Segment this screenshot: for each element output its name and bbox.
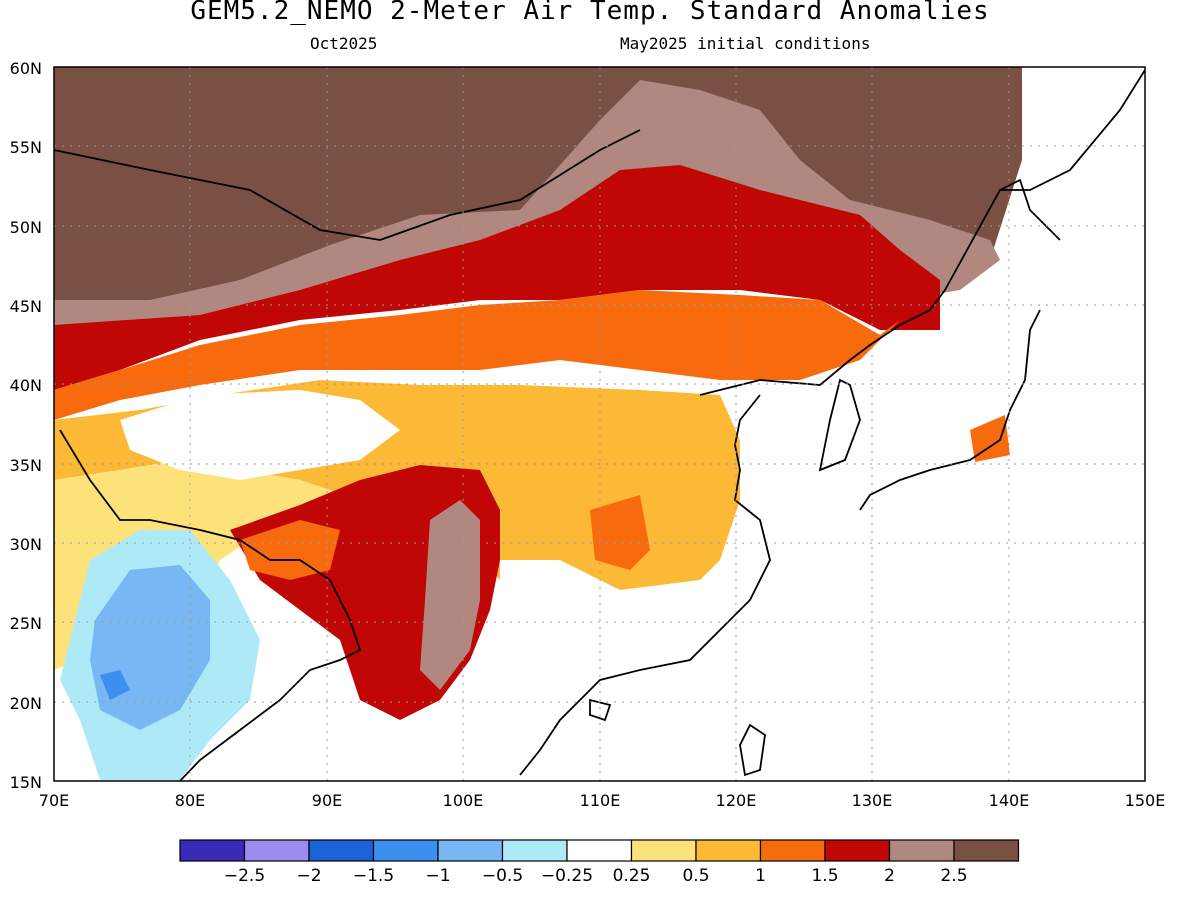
colorbar-label: −2 [296, 866, 321, 886]
lon-tick: 120E [716, 791, 757, 810]
lon-tick-labels: 70E 80E 90E 100E 110E 120E 130E 140E 150… [39, 791, 1166, 810]
colorbar-swatch [501, 839, 568, 862]
lat-tick: 25N [10, 614, 42, 633]
region-red-band [54, 165, 940, 390]
lat-tick-labels: 60N 55N 50N 45N 40N 35N 30N 25N 20N 15N [10, 59, 42, 792]
colorbar-swatch [759, 839, 826, 862]
region-tibet-orange [240, 520, 340, 580]
region-north-darkbrown [54, 67, 1022, 305]
lon-tick: 130E [852, 791, 893, 810]
colorbar: −2.5 −2 −1.5 −1 −0.5 −0.25 0.25 0.5 1 1.5 2 2.5 [179, 839, 1020, 886]
region-india-darkblue [100, 670, 130, 700]
lat-tick: 50N [10, 218, 42, 237]
colorbar-swatch [630, 839, 697, 862]
colorbar-label: −1.5 [353, 866, 394, 886]
grid-lines [54, 67, 1145, 781]
colorbar-label: −1 [425, 866, 450, 886]
lon-tick: 100E [443, 791, 484, 810]
lon-tick: 70E [39, 791, 69, 810]
lat-tick: 35N [10, 456, 42, 475]
lon-tick: 140E [989, 791, 1030, 810]
colorbar-swatch [243, 839, 310, 862]
colorbar-swatch [179, 839, 246, 862]
colorbar-swatch [824, 839, 891, 862]
chart-title: GEM5.2_NEMO 2-Meter Air Temp. Standard A… [190, 0, 990, 26]
colorbar-swatch [308, 839, 375, 862]
lat-tick: 60N [10, 59, 42, 78]
lon-tick: 90E [312, 791, 342, 810]
lon-tick: 150E [1125, 791, 1166, 810]
colorbar-label: 1.5 [811, 866, 838, 886]
region-orange-band [54, 290, 900, 420]
anomaly-shading [54, 67, 1145, 781]
lat-tick: 20N [10, 694, 42, 713]
init-conditions-label: May2025 initial conditions [620, 34, 871, 53]
colorbar-label: −0.25 [541, 866, 593, 886]
coastlines [54, 69, 1145, 781]
region-japan-orange [970, 415, 1010, 462]
lat-tick: 55N [10, 138, 42, 157]
colorbar-swatch [372, 839, 439, 862]
colorbar-label: −2.5 [224, 866, 265, 886]
colorbar-swatch [437, 839, 504, 862]
colorbar-swatch [888, 839, 955, 862]
colorbar-label: 1 [755, 866, 766, 886]
lat-tick: 15N [10, 773, 42, 792]
colorbar-swatch [953, 839, 1020, 862]
lat-tick: 45N [10, 297, 42, 316]
colorbar-label: −0.5 [482, 866, 523, 886]
colorbar-swatch [695, 839, 762, 862]
colorbar-label: 2 [884, 866, 895, 886]
colorbar-swatch [566, 839, 633, 862]
lat-tick: 30N [10, 535, 42, 554]
region-yunnan-brown [420, 500, 480, 690]
plot-frame [53, 66, 1146, 782]
colorbar-label: 0.5 [682, 866, 709, 886]
colorbar-label: 2.5 [940, 866, 967, 886]
region-eastchina-orange [590, 495, 650, 570]
colorbar-label: 0.25 [613, 866, 651, 886]
valid-month-label: Oct2025 [310, 34, 378, 53]
region-southeast-white [500, 500, 1145, 781]
lon-tick: 110E [580, 791, 621, 810]
lat-tick: 40N [10, 376, 42, 395]
lon-tick: 80E [175, 791, 205, 810]
